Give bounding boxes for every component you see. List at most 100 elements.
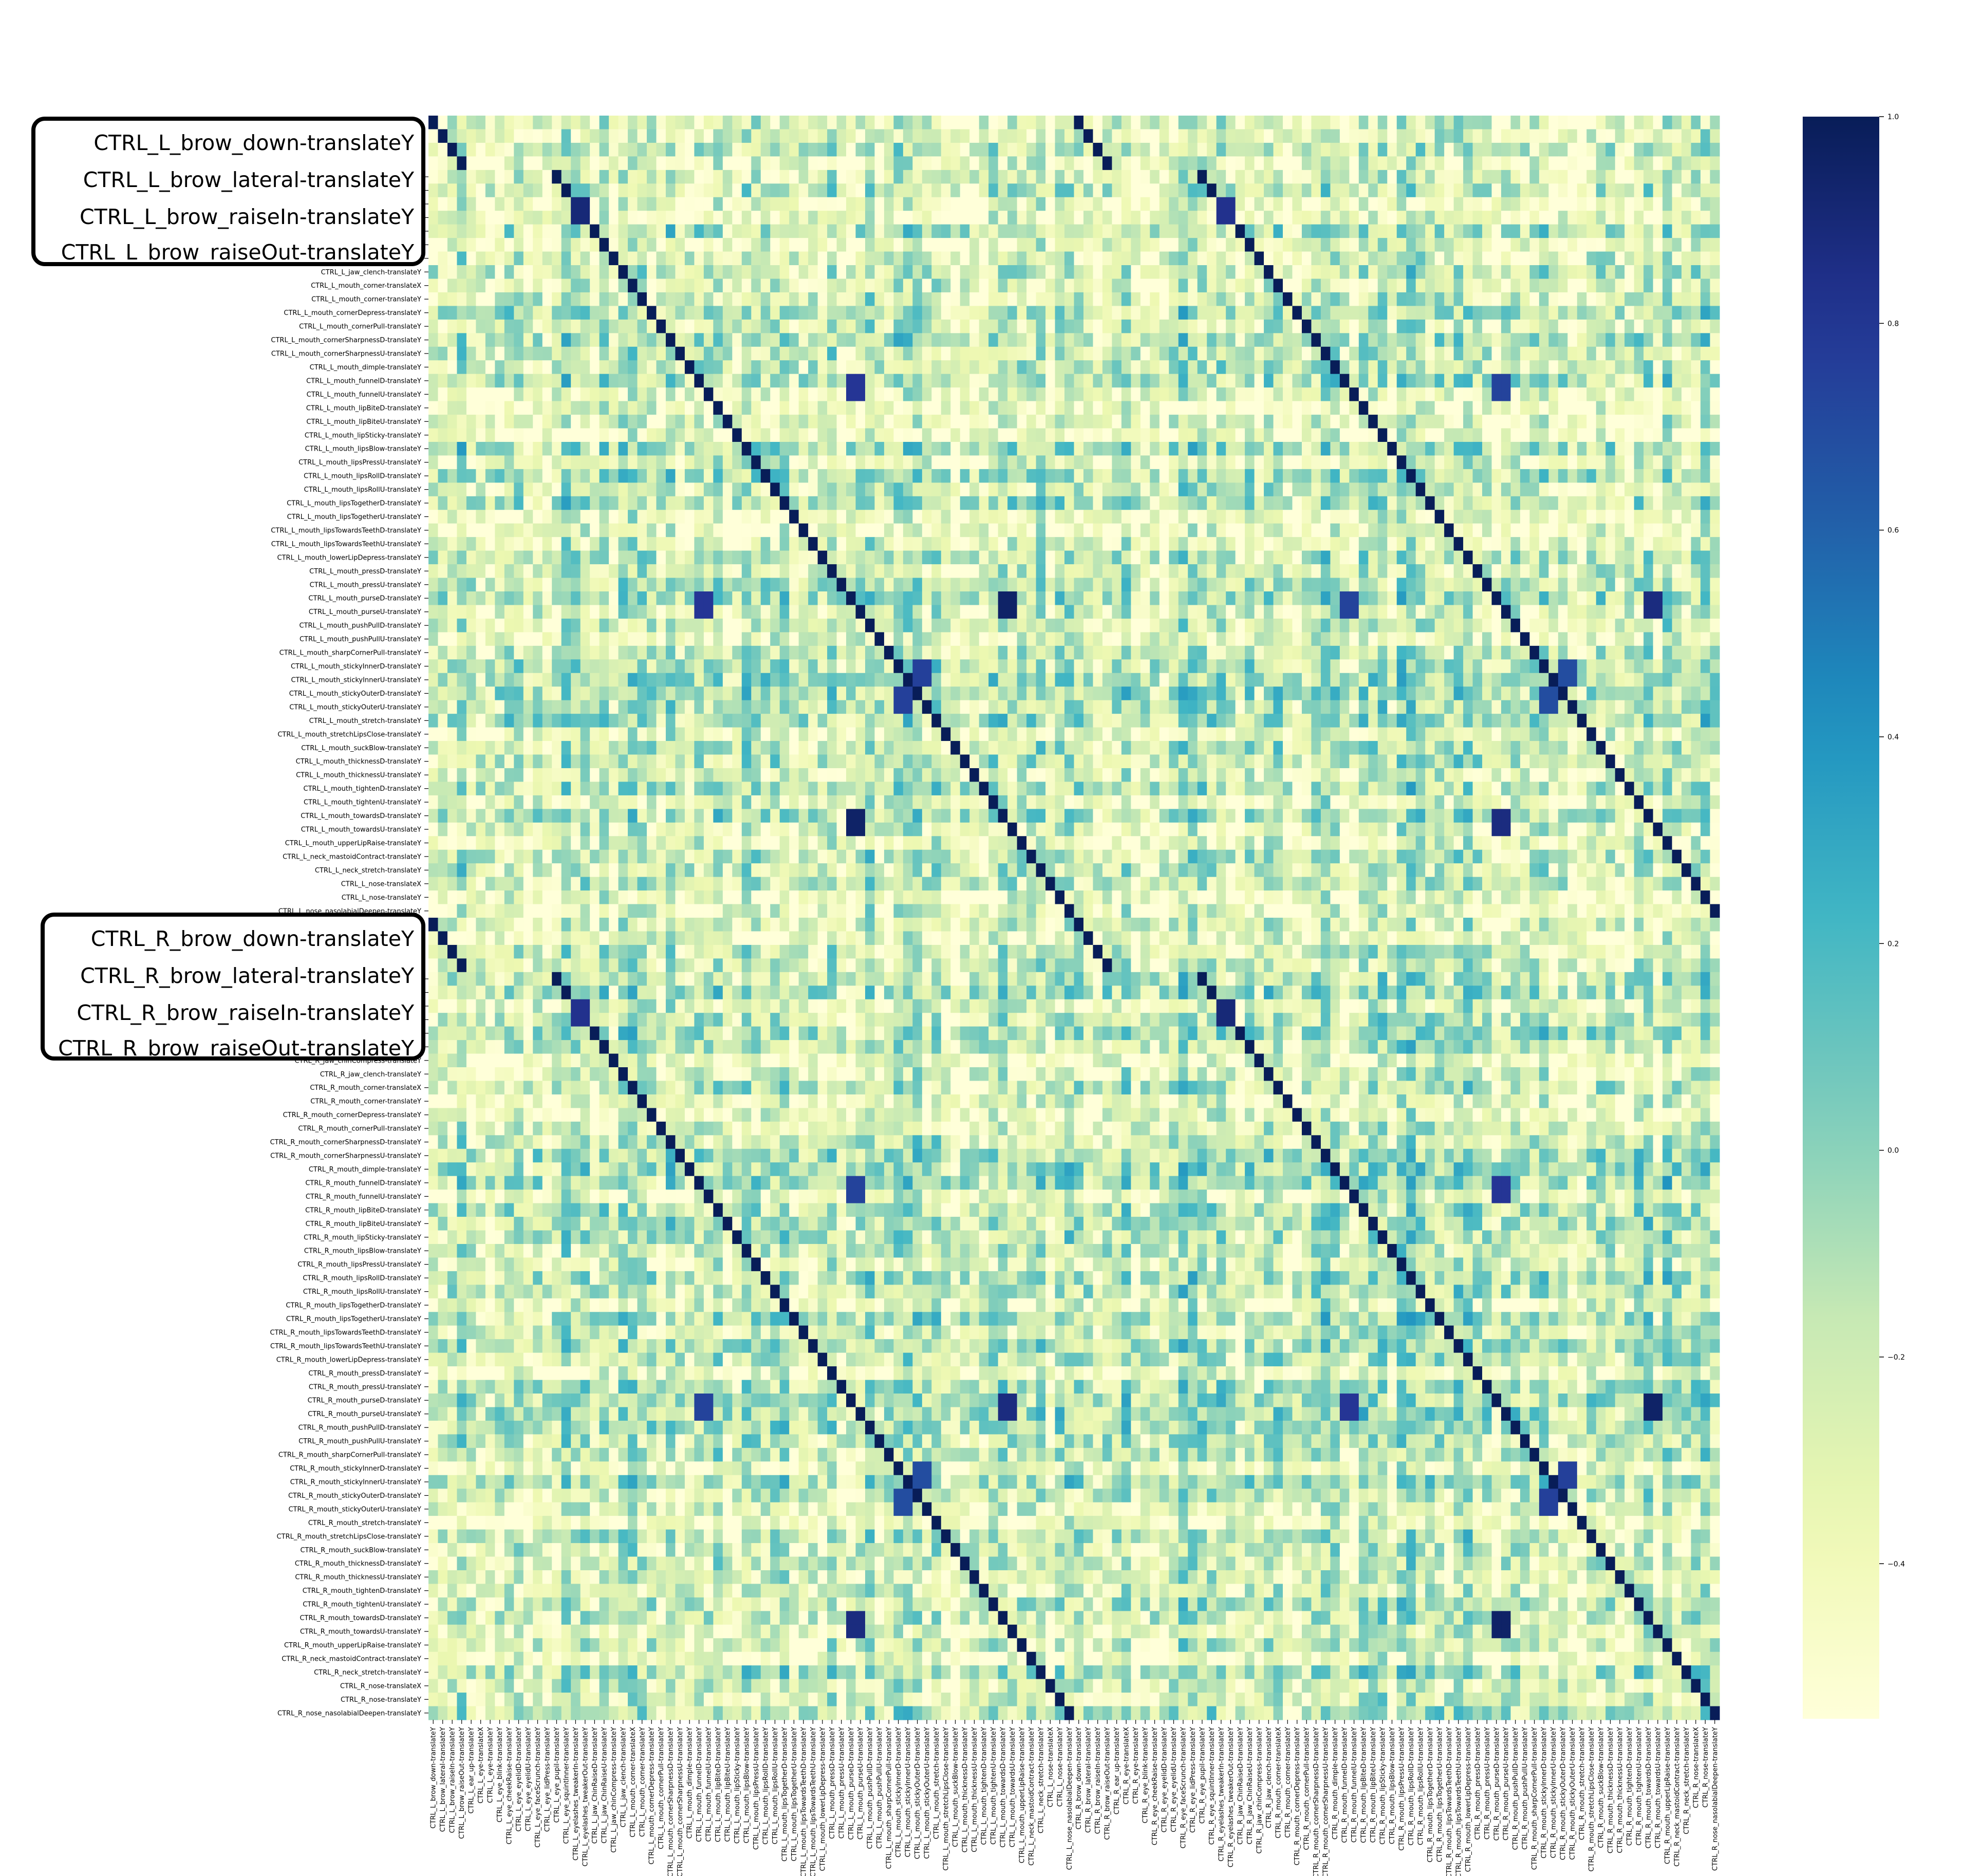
heatmap-cell (836, 183, 847, 198)
heatmap-cell (646, 415, 657, 429)
heatmap-cell (1634, 306, 1644, 320)
heatmap-cell (827, 278, 837, 293)
heatmap-cell (732, 142, 742, 157)
heatmap-cell (1301, 550, 1312, 565)
heatmap-cell (646, 537, 657, 551)
heatmap-cell (1558, 278, 1568, 293)
heatmap-cell (1349, 251, 1359, 266)
heatmap-cell (1567, 591, 1578, 606)
heatmap-cell (1007, 469, 1018, 483)
heatmap-cell (561, 265, 571, 280)
heatmap-cell (1387, 591, 1397, 606)
heatmap-cell (599, 346, 609, 361)
heatmap-cell (922, 129, 932, 143)
heatmap-cell (1226, 469, 1236, 483)
heatmap-cell (1624, 428, 1635, 442)
heatmap-cell (979, 346, 989, 361)
heatmap-cell (1491, 591, 1502, 606)
heatmap-cell (922, 537, 932, 551)
heatmap-cell (618, 238, 628, 252)
heatmap-cell (694, 278, 704, 293)
heatmap-cell (1472, 238, 1483, 252)
heatmap-cell (457, 265, 467, 280)
heatmap-cell (1510, 401, 1521, 415)
heatmap-cell (931, 401, 942, 415)
heatmap-cell (1368, 333, 1378, 347)
heatmap-cell (817, 306, 828, 320)
heatmap-cell (1245, 197, 1255, 211)
heatmap-cell (1339, 496, 1350, 510)
heatmap-cell (941, 428, 951, 442)
heatmap-cell (1634, 238, 1644, 252)
heatmap-cell (817, 319, 828, 333)
heatmap-cell (1131, 224, 1141, 238)
heatmap-cell (1615, 142, 1625, 157)
heatmap-cell (514, 360, 524, 375)
heatmap-cell (438, 278, 448, 293)
heatmap-cell (779, 211, 790, 225)
heatmap-cell (960, 605, 970, 619)
heatmap-cell (495, 605, 505, 619)
heatmap-cell (1235, 265, 1245, 280)
heatmap-cell (1017, 496, 1027, 510)
heatmap-cell (1026, 591, 1037, 606)
heatmap-cell (1700, 333, 1711, 347)
heatmap-cell (656, 537, 666, 551)
heatmap-cell (552, 360, 562, 375)
heatmap-cell (836, 129, 847, 143)
heatmap-cell (1273, 142, 1283, 157)
heatmap-cell (1453, 306, 1464, 320)
heatmap-cell (855, 469, 866, 483)
heatmap-cell (732, 360, 742, 375)
heatmap-cell (1178, 455, 1188, 470)
heatmap-cell (428, 142, 439, 157)
heatmap-cell (912, 211, 923, 225)
heatmap-cell (874, 428, 885, 442)
heatmap-cell (865, 224, 875, 238)
heatmap-cell (1539, 510, 1549, 524)
heatmap-cell (713, 469, 723, 483)
heatmap-cell (1643, 510, 1654, 524)
heatmap-cell (960, 415, 970, 429)
heatmap-cell (1377, 265, 1388, 280)
heatmap-cell (618, 278, 628, 293)
heatmap-cell (1207, 333, 1217, 347)
heatmap-cell (609, 510, 619, 524)
heatmap-cell (1007, 591, 1018, 606)
heatmap-cell (1159, 224, 1169, 238)
heatmap-cell (438, 564, 448, 579)
heatmap-cell (1254, 319, 1264, 333)
heatmap-cell (1093, 578, 1103, 592)
heatmap-cell (1140, 333, 1150, 347)
heatmap-cell (722, 578, 733, 592)
heatmap-cell (1178, 292, 1188, 307)
heatmap-cell (941, 129, 951, 143)
heatmap-cell (1444, 360, 1454, 375)
heatmap-cell (1491, 319, 1502, 333)
heatmap-cell (675, 482, 685, 497)
heatmap-cell (1643, 116, 1654, 130)
heatmap-cell (1463, 482, 1473, 497)
heatmap-cell (1235, 374, 1245, 388)
heatmap-cell (988, 415, 999, 429)
heatmap-cell (827, 605, 837, 619)
heatmap-cell (1510, 523, 1521, 537)
heatmap-cell (1624, 550, 1635, 565)
heatmap-cell (1216, 401, 1226, 415)
heatmap-cell (1662, 156, 1673, 171)
heatmap-cell (1131, 292, 1141, 307)
heatmap-cell (495, 346, 505, 361)
heatmap-cell (1178, 441, 1188, 456)
heatmap-cell (485, 278, 495, 293)
heatmap-cell (571, 183, 581, 198)
heatmap-cell (609, 142, 619, 157)
heatmap-cell (732, 537, 742, 551)
heatmap-cell (599, 211, 609, 225)
heatmap-cell (457, 578, 467, 592)
heatmap-cell (1169, 251, 1179, 266)
heatmap-cell (903, 591, 913, 606)
heatmap-cell (1510, 211, 1521, 225)
heatmap-cell (969, 346, 980, 361)
heatmap-cell (1577, 224, 1587, 238)
heatmap-cell (438, 387, 448, 402)
